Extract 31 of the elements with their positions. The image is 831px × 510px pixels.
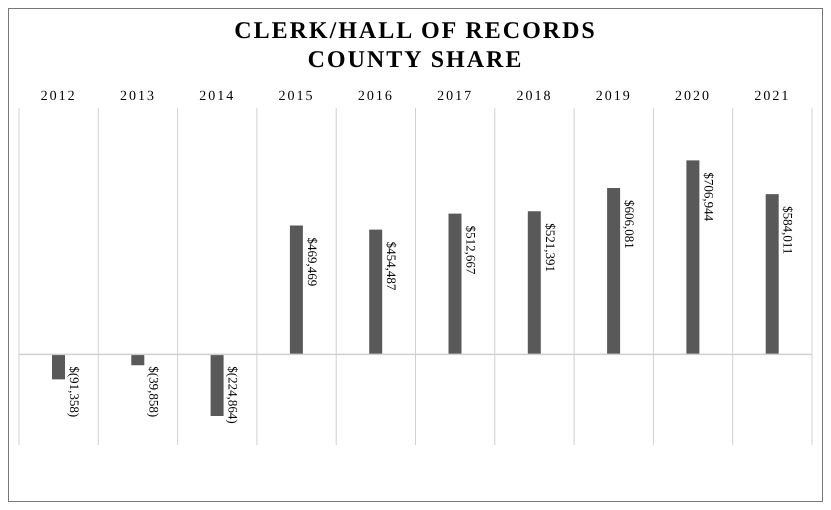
x-tick-label: 2021 <box>754 89 790 104</box>
x-tick-label: 2014 <box>199 89 236 104</box>
x-tick-label: 2020 <box>675 89 712 104</box>
data-label: $469,469 <box>304 238 320 286</box>
x-tick-label: 2019 <box>596 89 632 104</box>
bar <box>528 211 541 354</box>
data-label: $512,667 <box>464 226 478 275</box>
bar <box>607 188 620 354</box>
x-tick-label: 2017 <box>437 89 474 104</box>
data-label: $606,081 <box>622 200 638 249</box>
data-label: $(224,864) <box>226 366 241 424</box>
bar <box>131 354 144 366</box>
bar <box>210 354 224 416</box>
bar <box>52 354 65 380</box>
data-label: $521,391 <box>542 223 558 272</box>
bar <box>369 230 382 354</box>
x-tick-label: 2013 <box>120 89 156 104</box>
data-label: $584,011 <box>780 206 796 254</box>
data-label: $454,487 <box>384 242 400 291</box>
bar <box>766 194 779 354</box>
x-tick-label: 2018 <box>516 89 552 104</box>
x-tick-label: 2012 <box>40 89 77 104</box>
data-label: $(39,858) <box>146 366 162 418</box>
x-tick-label: 2015 <box>278 89 315 104</box>
bar <box>290 226 303 354</box>
data-label: $706,944 <box>701 172 716 222</box>
chart-title: CLERK/HALL OF RECORDS COUNTY SHARE <box>233 17 598 75</box>
bar <box>686 160 700 354</box>
x-tick-label: 2016 <box>358 89 394 104</box>
bar <box>448 214 462 354</box>
data-label: $(91,358) <box>67 366 82 418</box>
